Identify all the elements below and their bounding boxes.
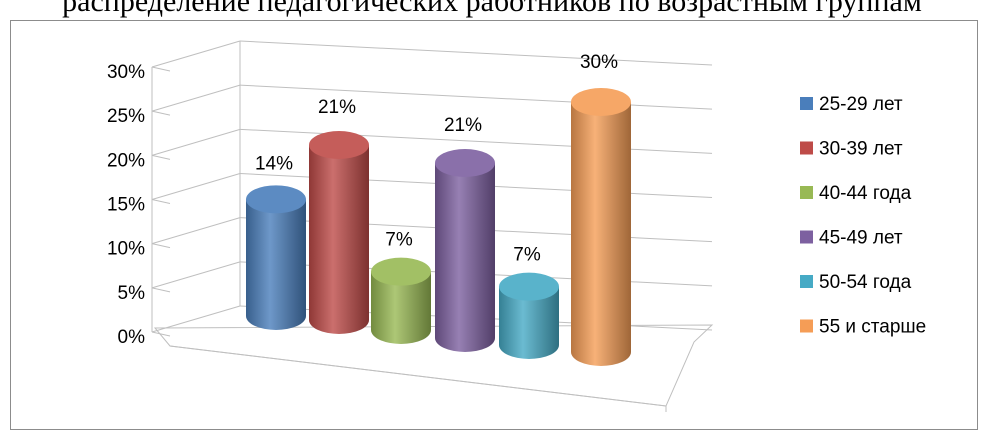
gridline-back-left (151, 261, 241, 289)
y-tick-label: 10% (107, 239, 145, 260)
gridline-back (239, 128, 713, 154)
gridline-back-left (151, 128, 241, 156)
legend-label-4: 45-49 лет (819, 228, 903, 249)
y-tick-label: 30% (107, 62, 145, 83)
y-tick-label: 25% (107, 106, 145, 127)
gridline-side (151, 66, 171, 72)
legend-label-2: 30-39 лет (819, 139, 903, 160)
gridline-back-left (151, 84, 241, 112)
gridline-side (151, 110, 171, 116)
bar-1 (246, 199, 306, 330)
gridline-back-left (151, 40, 241, 68)
bar-top-3 (371, 257, 431, 286)
data-label-3: 7% (385, 230, 413, 251)
chart-heading: распределение педагогических работников … (62, 0, 922, 18)
legend-label-1: 25-29 лет (819, 94, 903, 115)
gridline-back-left (151, 173, 241, 200)
data-label-5: 7% (513, 245, 541, 266)
y-tick-label: 15% (107, 195, 145, 216)
data-label-4: 21% (444, 115, 482, 136)
legend-label-6: 55 и старше (819, 317, 926, 338)
bar-top-2 (309, 131, 369, 159)
bar-top-5 (499, 272, 559, 301)
bar-4 (435, 163, 495, 352)
gridline-side (151, 243, 171, 249)
gridline-side (151, 199, 171, 204)
gridline-back (239, 84, 713, 110)
gridline-back (239, 40, 713, 66)
y-tick-label: 0% (118, 327, 146, 348)
data-label-6: 30% (580, 52, 618, 73)
bar-2 (309, 145, 369, 334)
legend-swatch-6 (800, 319, 813, 333)
bar-6 (571, 102, 631, 366)
data-label-2: 21% (318, 97, 356, 118)
legend-swatch-5 (800, 275, 813, 288)
bar-5 (499, 286, 559, 359)
gridline-back-left (151, 305, 241, 333)
legend-swatch-1 (800, 97, 813, 110)
gridline-side (151, 287, 171, 293)
legend-swatch-2 (800, 141, 813, 155)
bar-top-6 (571, 88, 631, 116)
bar-top-4 (435, 149, 495, 177)
legend-label-3: 40-44 года (819, 183, 912, 204)
legend-swatch-3 (800, 186, 813, 199)
legend-swatch-4 (800, 230, 813, 244)
y-tick-label: 20% (107, 150, 145, 171)
floor-front (169, 345, 667, 407)
y-tick-label: 5% (118, 283, 146, 304)
bar-3 (371, 271, 431, 344)
bar-top-1 (246, 185, 306, 214)
gridline-side (151, 154, 171, 160)
data-label-1: 14% (255, 153, 293, 174)
legend-label-5: 50-54 года (819, 272, 912, 293)
gridline-back-left (151, 217, 241, 245)
gridline-side (151, 331, 171, 337)
